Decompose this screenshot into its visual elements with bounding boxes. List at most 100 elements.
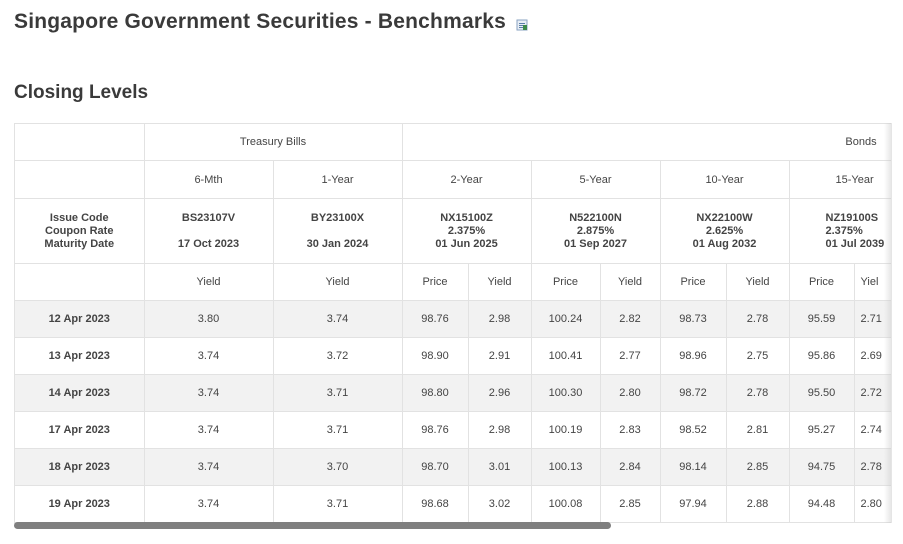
issue-cell: BY23100X 30 Jan 2024 (273, 198, 403, 264)
value-cell: 100.08 (531, 485, 601, 523)
price-header: Price (402, 263, 469, 301)
table-row: 12 Apr 2023 3.80 3.74 98.76 2.98 100.24 2.82 98… (15, 300, 891, 338)
value-cell: 3.01 (468, 448, 532, 486)
yield-header: Yield (273, 263, 403, 301)
coupon-rate: 2.875% (576, 224, 615, 237)
tenor-header: 5-Year (531, 160, 661, 199)
value-cell: 95.27 (789, 411, 855, 449)
coupon-rate: 2.375% (825, 224, 863, 237)
tenor-header-row: 6-Mth 1-Year 2-Year 5-Year 10-Year 15-Ye… (15, 160, 891, 199)
value-cell: 2.96 (468, 374, 532, 412)
value-cell: 3.70 (273, 448, 403, 486)
table-row: 14 Apr 2023 3.74 3.71 98.80 2.96 100.30 2.80 98… (15, 374, 891, 412)
issue-code: BS23107V (181, 211, 236, 224)
maturity-date: 17 Oct 2023 (177, 237, 240, 250)
value-cell: 98.14 (660, 448, 727, 486)
maturity-date: 01 Jun 2025 (435, 237, 498, 250)
page-title: Singapore Government Securities - Benchm… (14, 10, 506, 33)
table-row: 17 Apr 2023 3.74 3.71 98.76 2.98 100.19 2.83 98… (15, 411, 891, 449)
value-cell: 100.30 (531, 374, 601, 412)
value-cell: 3.74 (144, 485, 274, 523)
yield-header: Yield (600, 263, 661, 301)
measure-header-row: Yield Yield Price Yield Price Yield Pric… (15, 263, 891, 301)
price-header: Price (789, 263, 855, 301)
benchmarks-table-container[interactable]: Treasury Bills Bonds 6-Mth 1-Year 2-Year… (14, 123, 891, 524)
value-cell: 94.75 (789, 448, 855, 486)
value-cell: 2.88 (726, 485, 790, 523)
value-cell: 95.86 (789, 337, 855, 375)
value-cell: 2.75 (726, 337, 790, 375)
maturity-date-label: Maturity Date (44, 237, 115, 250)
issue-code-label: Issue Code (49, 211, 109, 224)
value-cell: 98.96 (660, 337, 727, 375)
scrollbar-thumb[interactable] (14, 522, 611, 529)
price-header: Price (531, 263, 601, 301)
coupon-rate: 2.625% (705, 224, 744, 237)
value-cell: 2.82 (600, 300, 661, 338)
value-cell: 98.52 (660, 411, 727, 449)
section-title: Closing Levels (14, 82, 149, 103)
value-cell: 98.73 (660, 300, 727, 338)
issue-cell: NX15100Z 2.375% 01 Jun 2025 (402, 198, 532, 264)
date-cell: 18 Apr 2023 (15, 448, 145, 486)
value-cell: 100.19 (531, 411, 601, 449)
value-cell: 100.41 (531, 337, 601, 375)
issue-code: NZ19100S (825, 211, 879, 224)
issue-code: NX15100Z (440, 211, 493, 224)
corner-cell (15, 160, 145, 199)
corner-cell (15, 263, 145, 301)
tenor-header: 10-Year (660, 160, 790, 199)
maturity-date: 30 Jan 2024 (306, 237, 369, 250)
value-cell: 98.76 (402, 300, 469, 338)
value-cell: 3.74 (273, 300, 403, 338)
issue-code: NX22100W (696, 211, 753, 224)
value-cell: 100.24 (531, 300, 601, 338)
group-header-row: Treasury Bills Bonds (15, 124, 891, 161)
maturity-date: 01 Jul 2039 (825, 237, 885, 250)
tenor-header: 2-Year (402, 160, 532, 199)
value-cell: 2.81 (726, 411, 790, 449)
yield-header: Yield (468, 263, 532, 301)
group-header-tbills: Treasury Bills (144, 124, 403, 161)
value-cell: 2.80 (600, 374, 661, 412)
yield-header: Yield (144, 263, 274, 301)
value-cell: 3.71 (273, 485, 403, 523)
value-cell: 95.50 (789, 374, 855, 412)
value-cell: 100.13 (531, 448, 601, 486)
value-cell: 2.98 (468, 411, 532, 449)
excel-export-icon[interactable] (516, 18, 528, 31)
value-cell: 3.02 (468, 485, 532, 523)
issue-labels-cell: Issue Code Coupon Rate Maturity Date (15, 198, 145, 264)
issue-cell: NX22100W 2.625% 01 Aug 2032 (660, 198, 790, 264)
date-cell: 14 Apr 2023 (15, 374, 145, 412)
value-cell: 2.85 (726, 448, 790, 486)
group-header-bonds: Bonds (402, 124, 891, 161)
value-cell: 98.80 (402, 374, 469, 412)
tenor-header: 6-Mth (144, 160, 274, 199)
horizontal-scrollbar[interactable] (14, 522, 890, 530)
table-row: 19 Apr 2023 3.74 3.71 98.68 3.02 100.08 2.85 97… (15, 485, 891, 523)
value-cell: 3.72 (273, 337, 403, 375)
value-cell: 98.70 (402, 448, 469, 486)
value-cell: 3.80 (144, 300, 274, 338)
issue-cell: BS23107V 17 Oct 2023 (144, 198, 274, 264)
value-cell: 97.94 (660, 485, 727, 523)
date-cell: 17 Apr 2023 (15, 411, 145, 449)
value-cell: 98.72 (660, 374, 727, 412)
value-cell: 2.83 (600, 411, 661, 449)
value-cell: 2.77 (600, 337, 661, 375)
yield-header: Yield (726, 263, 790, 301)
value-cell: 98.68 (402, 485, 469, 523)
value-cell: 3.74 (144, 337, 274, 375)
issue-code: N522100N (569, 211, 622, 224)
maturity-date: 01 Aug 2032 (692, 237, 757, 250)
value-cell: 2.91 (468, 337, 532, 375)
value-cell: 2.84 (600, 448, 661, 486)
date-cell: 13 Apr 2023 (15, 337, 145, 375)
table-row: 18 Apr 2023 3.74 3.70 98.70 3.01 100.13 2.84 98… (15, 448, 891, 486)
value-cell: 3.74 (144, 448, 274, 486)
value-cell: 94.48 (789, 485, 855, 523)
value-cell: 3.71 (273, 411, 403, 449)
benchmarks-table: Treasury Bills Bonds 6-Mth 1-Year 2-Year… (15, 124, 891, 523)
issue-cell: NZ19100S 2.375% 01 Jul 2039 (789, 198, 891, 264)
